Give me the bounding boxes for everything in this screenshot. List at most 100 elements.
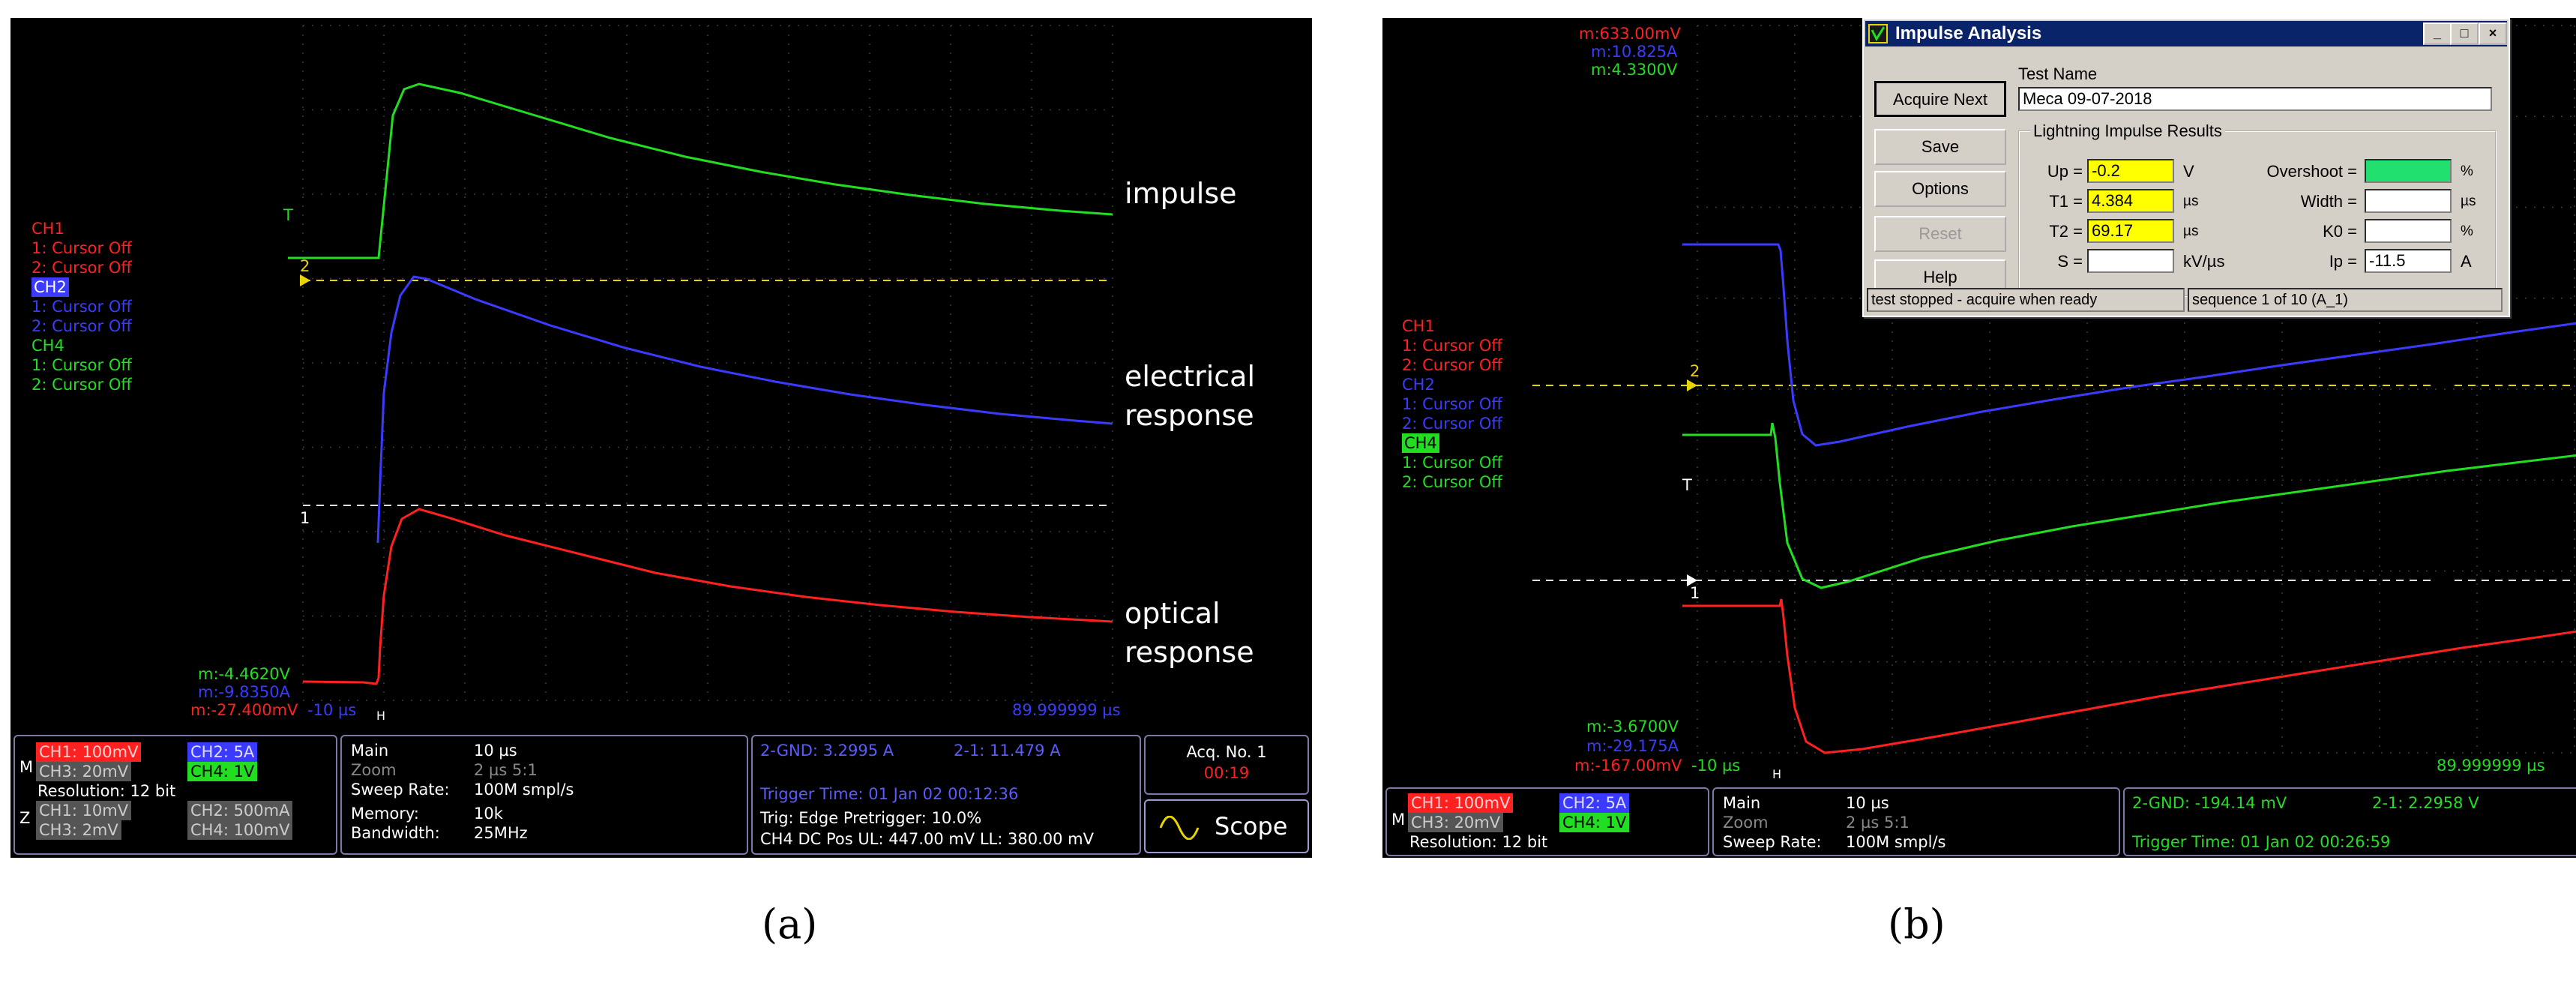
ch1-scale-chip[interactable]: CH1: 100mV [1408,793,1514,813]
optical-response-trace [302,508,1113,685]
scope-button[interactable]: Scope [1144,799,1309,853]
t2-field[interactable]: 69.17 [2087,219,2174,243]
s-label: S = [2057,252,2083,271]
status-bar-a: M CH1: 100mV CH2: 5A CH3: 20mV CH4: 1V R… [13,735,1309,855]
zoom-value: 2 µs 5:1 [474,761,538,779]
ch2-top-readout: m:10.825A [1591,43,1678,61]
trigger-time: Trigger Time: 01 Jan 02 00:26:59 [2132,833,2391,851]
ch1-cursor-1: 1: Cursor Off [31,239,132,257]
zoom-ch2-chip[interactable]: CH2: 500mA [187,801,293,820]
acquire-next-button[interactable]: Acquire Next [1874,81,2006,117]
grid-a [302,25,1113,701]
ch4-scale-chip[interactable]: CH4: 1V [187,762,258,781]
measurement-box[interactable]: 2-GND: 3.2995 A 2-1: 11.479 A Trigger Ti… [751,735,1141,855]
channel-scale-box[interactable]: M CH1: 100mV CH2: 5A CH3: 20mV CH4: 1V R… [1385,787,1709,856]
results-group-label: Lightning Impulse Results [2030,120,2225,142]
maximize-button[interactable]: □ [2450,22,2479,45]
ch3-scale-chip[interactable]: CH3: 20mV [1408,813,1504,832]
timebase-box[interactable]: Main 10 µs Zoom 2 µs 5:1 Sweep Rate: 100… [340,735,748,855]
ch1-scale-chip[interactable]: CH1: 100mV [36,742,142,762]
ch1-cursor-2: 2: Cursor Off [1402,356,1502,374]
caption-a: (a) [762,901,818,948]
ch2-scale-chip[interactable]: CH2: 5A [187,742,258,762]
cursor-1-marker [1687,574,1697,586]
ch1-trace [1682,598,2576,754]
status-left: test stopped - acquire when ready [1867,288,2185,312]
reset-button[interactable]: Reset [1874,216,2006,252]
t1-unit: µs [2183,193,2199,209]
ch4-top-readout: m:4.3300V [1591,61,1678,79]
ch2-legend-title: CH2 [31,277,69,297]
delta-readout: 2-1: 11.479 A [954,742,1061,760]
sweep-label: Sweep Rate: [351,781,450,799]
up-label: Up = [2047,162,2083,181]
k0-field[interactable] [2365,219,2452,243]
zoom-label: Zoom [1723,814,1769,832]
ch1-cursor-2: 2: Cursor Off [31,259,132,277]
dialog-title-bar[interactable]: Impulse Analysis _ □ × [1865,21,2507,46]
time-right-readout: 89.999999 µs [1012,701,1121,719]
close-button[interactable]: × [2479,22,2507,45]
save-button[interactable]: Save [1874,129,2006,165]
ch4-cursor-1: 1: Cursor Off [1402,454,1502,472]
sweep-value: 100M smpl/s [474,781,574,799]
ch4-cursor-2: 2: Cursor Off [1402,473,1502,491]
ip-field[interactable]: -11.5 [2365,249,2452,273]
t1-field[interactable]: 4.384 [2087,189,2174,213]
zoom-label: Zoom [351,761,397,779]
delta-readout: 2-1: 2.2958 V [2372,794,2479,812]
test-name-input[interactable]: Meca 09-07-2018 [2018,87,2492,111]
trigger-marker: T [283,206,293,224]
ch1-legend-title: CH1 [31,220,64,238]
ch4-legend-title: CH4 [1402,433,1439,453]
zoom-ch3-chip[interactable]: CH3: 2mV [36,820,121,840]
ch1-top-readout: m:633.00mV [1579,25,1681,43]
ch1-legend-title: CH1 [1402,317,1435,335]
ch4-scale-chip[interactable]: CH4: 1V [1559,813,1630,832]
trigger-time: Trigger Time: 01 Jan 02 00:12:36 [760,785,1019,803]
width-field[interactable] [2365,189,2452,213]
ch3-scale-chip[interactable]: CH3: 20mV [36,762,132,781]
sweep-value: 100M smpl/s [1846,833,1946,851]
ch2-trace [1682,243,2576,447]
s-unit: kV/µs [2183,252,2225,271]
memory-label: Memory: [351,805,419,823]
ch4-position: CH4 DC Pos UL: 447.00 mV LL: 380.00 mV [760,830,1094,848]
sweep-label: Sweep Rate: [1723,833,1822,851]
cursor-2-marker [300,274,310,286]
ip-label: Ip = [2329,252,2357,271]
m-label: M [1391,811,1406,829]
timebase-box[interactable]: Main 10 µs Zoom 2 µs 5:1 Sweep Rate: 100… [1712,787,2120,856]
status-bar-b: M CH1: 100mV CH2: 5A CH3: 20mV CH4: 1V R… [1385,787,2576,856]
options-button[interactable]: Options [1874,171,2006,207]
main-value: 10 µs [474,742,517,760]
t2-label: T2 = [2049,222,2083,241]
resolution-text: Resolution: 12 bit [1409,833,1548,851]
sine-wave-icon [1159,816,1200,840]
scope-screen-b: m:633.00mV m:10.825A m:4.3300V CH1 1: Cu… [1382,18,2576,858]
ch2-legend-title: CH2 [1402,376,1435,394]
caption-b: (b) [1888,901,1945,948]
bandwidth-label: Bandwidth: [351,824,440,842]
ch2-scale-chip[interactable]: CH2: 5A [1559,793,1630,813]
k0-label: K0 = [2323,222,2357,241]
trigger-marker: T [1682,476,1692,494]
electrical-annotation-line1: electrical [1125,360,1256,393]
measurement-box[interactable]: 2-GND: -194.14 mV 2-1: 2.2958 V Trigger … [2123,787,2576,856]
time-right-readout: 89.999999 µs [2437,757,2545,775]
ch2-cursor-2: 2: Cursor Off [31,317,132,335]
zoom-ch1-chip[interactable]: CH1: 10mV [36,801,132,820]
electrical-annotation-line2: response [1125,399,1254,432]
zoom-ch4-chip[interactable]: CH4: 100mV [187,820,293,840]
main-label: Main [351,742,389,760]
channel-scale-box[interactable]: M CH1: 100mV CH2: 5A CH3: 20mV CH4: 1V R… [13,735,337,855]
k0-unit: % [2461,223,2473,239]
minimize-button[interactable]: _ [2423,22,2452,45]
up-field[interactable]: -0.2 [2087,159,2174,183]
cursor-1-label: 1 [1690,584,1700,602]
s-field[interactable] [2087,249,2174,273]
scope-button-label: Scope [1215,812,1288,841]
cursor-1-label: 1 [300,509,310,527]
overshoot-field[interactable] [2365,159,2452,183]
ch2-cursor-2: 2: Cursor Off [1402,415,1502,433]
